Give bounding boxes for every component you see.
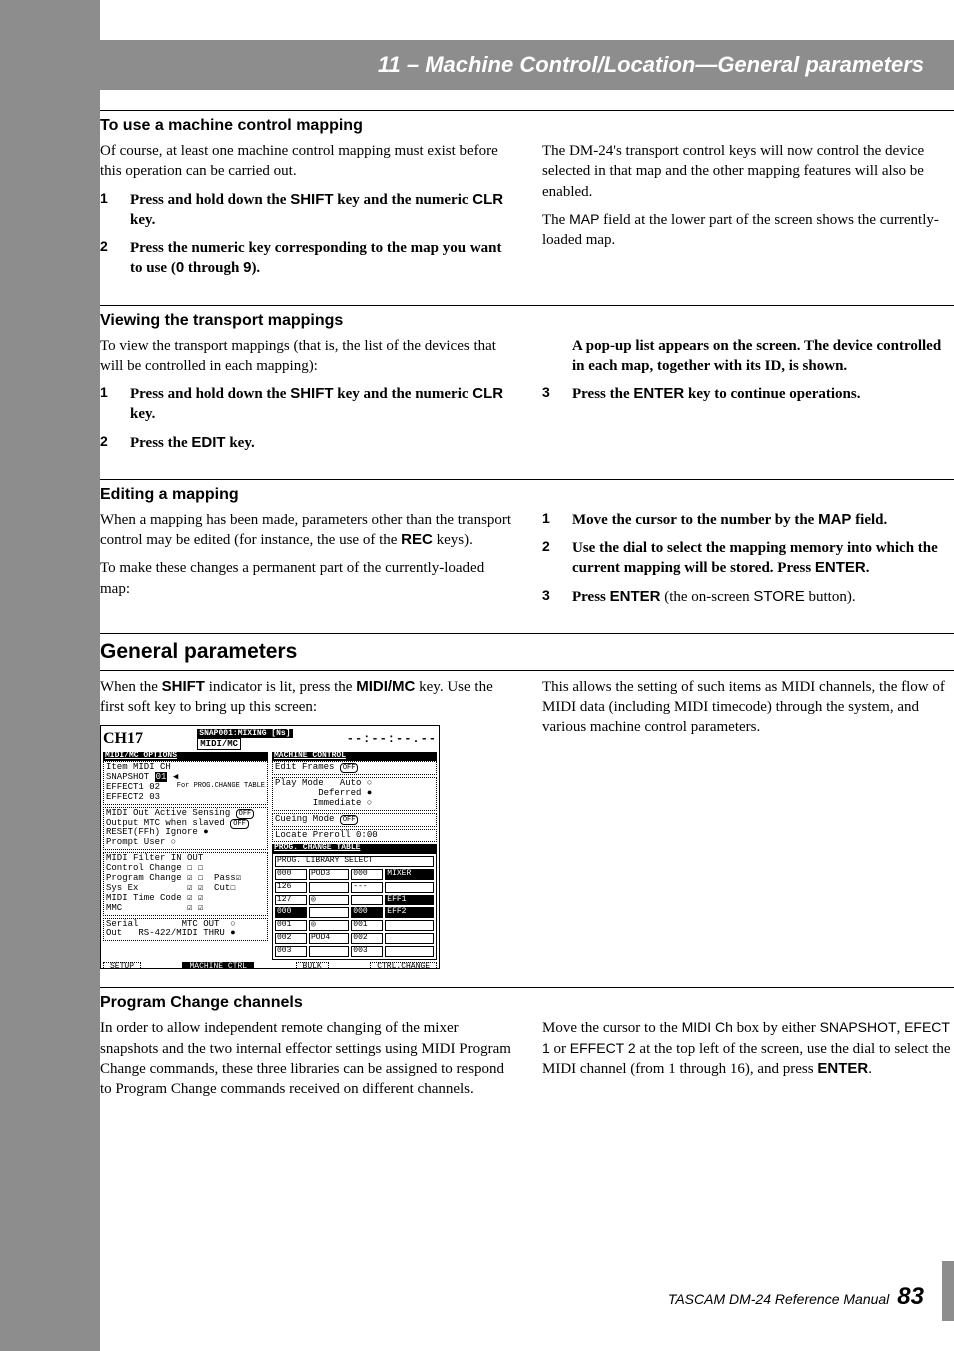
rule (100, 479, 954, 480)
lcd-pct-table: PROG. LIBRARY SELECT 000POD3000MIXER 126… (272, 853, 437, 959)
rule (100, 110, 954, 111)
lcd-tabtitle: MIDI/MC (197, 738, 241, 750)
para: Move the cursor to the MIDI Ch box by ei… (542, 1018, 954, 1079)
rule (100, 987, 954, 988)
lcd-tab-machine-ctrl: MACHINE CTRL (182, 962, 254, 970)
subheading: Viewing the transport mappings (100, 312, 954, 330)
step-item: 2 Press the EDIT key. (100, 433, 512, 453)
step-item: 3 Press ENTER (the on-screen STORE butto… (542, 587, 954, 607)
step-item: 3 Press the ENTER key to continue operat… (542, 384, 954, 404)
lcd-pct-head: PROG. CHANGE TABLE (272, 844, 437, 853)
step-item: 1 Move the cursor to the number by the M… (542, 510, 954, 530)
lcd-row: Prompt User ○ (106, 838, 265, 848)
para: The MAP field at the lower part of the s… (542, 210, 954, 251)
section-machine-control-mapping: To use a machine control mapping Of cour… (100, 117, 954, 287)
content: To use a machine control mapping Of cour… (100, 100, 954, 1125)
footer: TASCAM DM-24 Reference Manual 83 (668, 1283, 924, 1311)
lcd-tab-bulk: BULK (296, 962, 329, 970)
section-viewing-mappings: Viewing the transport mappings To view t… (100, 312, 954, 461)
para: To make these changes a permanent part o… (100, 558, 512, 599)
page-header-title: 11 – Machine Control/Location—General pa… (378, 52, 924, 78)
step-text: Move the cursor to the number by the MAP… (572, 510, 954, 530)
lcd-row: Locate Preroll 0:00 (272, 829, 437, 843)
step-text: Press the numeric key corresponding to t… (130, 238, 512, 279)
section-program-change-channels: Program Change channels In order to allo… (100, 994, 954, 1107)
step-item: 2 Use the dial to select the mapping mem… (542, 538, 954, 579)
section-editing-mapping: Editing a mapping When a mapping has bee… (100, 486, 954, 615)
para: This allows the setting of such items as… (542, 677, 954, 738)
step-number: 3 (542, 587, 556, 607)
lcd-row: EFFECT2 03 (106, 793, 265, 803)
lcd-row: Play Mode Auto ○ Deferred ● Immediate ○ (272, 777, 437, 811)
lcd-channel: CH17 (103, 730, 143, 748)
section-general-parameters: When the SHIFT indicator is lit, press t… (100, 677, 954, 970)
lcd-tab-setup: SETUP (103, 962, 141, 970)
footer-page: 83 (897, 1283, 924, 1311)
lcd-right-head: MACHINE CONTROL (272, 752, 437, 761)
lcd-tab-ctrl-change: CTRL.CHANGE (370, 962, 437, 970)
subheading: Editing a mapping (100, 486, 954, 504)
lcd-row: Serial MTC OUT ○ Out RS-422/MIDI THRU ● (103, 918, 268, 942)
step-number: 1 (100, 190, 114, 231)
side-stub (942, 1261, 954, 1321)
para: When a mapping has been made, parameters… (100, 510, 512, 551)
step-number: 3 (542, 384, 556, 404)
step-text: Press and hold down the SHIFT key and th… (130, 190, 512, 231)
lcd-row: Cueing Mode OFF (272, 813, 437, 827)
step-number: 2 (100, 238, 114, 279)
footer-text: TASCAM DM-24 Reference Manual (668, 1291, 889, 1307)
step-number: 1 (100, 384, 114, 425)
popup-text: A pop-up list appears on the screen. The… (542, 336, 954, 377)
side-bar (0, 0, 100, 1351)
lcd-row: Control Change ☐ ☐ Program Change ☑ ☐ Pa… (106, 864, 265, 913)
lcd-screenshot: CH17 SNAP001:MIXING [Ns] MIDI/MC --:--:-… (100, 725, 440, 969)
intro-text: Of course, at least one machine control … (100, 141, 512, 182)
lcd-row: Edit Frames OFF (275, 763, 434, 773)
rule (100, 305, 954, 306)
para: In order to allow independent remote cha… (100, 1018, 512, 1099)
step-text: Press and hold down the SHIFT key and th… (130, 384, 512, 425)
step-item: 2 Press the numeric key corresponding to… (100, 238, 512, 279)
lcd-left-head: MIDI/MC OPTIONS (103, 752, 268, 761)
step-text: Press the ENTER key to continue operatio… (572, 384, 954, 404)
intro-text: To view the transport mappings (that is,… (100, 336, 512, 377)
step-number: 1 (542, 510, 556, 530)
heading-general-parameters: General parameters (100, 640, 954, 664)
step-text: Press the EDIT key. (130, 433, 512, 453)
step-item: 1 Press and hold down the SHIFT key and … (100, 190, 512, 231)
step-text: Use the dial to select the mapping memor… (572, 538, 954, 579)
page-header: 11 – Machine Control/Location—General pa… (100, 40, 954, 90)
step-item: 1 Press and hold down the SHIFT key and … (100, 384, 512, 425)
step-number: 2 (542, 538, 556, 579)
rule (100, 633, 954, 634)
subheading: To use a machine control mapping (100, 117, 954, 135)
para: When the SHIFT indicator is lit, press t… (100, 677, 512, 718)
subheading: Program Change channels (100, 994, 954, 1012)
step-text: Press ENTER (the on-screen STORE button)… (572, 587, 954, 607)
para: The DM-24's transport control keys will … (542, 141, 954, 202)
lcd-clock: --:--:--.-- (347, 733, 437, 746)
lcd-topbar: SNAP001:MIXING [Ns] (197, 729, 292, 738)
step-number: 2 (100, 433, 114, 453)
rule (100, 670, 954, 671)
